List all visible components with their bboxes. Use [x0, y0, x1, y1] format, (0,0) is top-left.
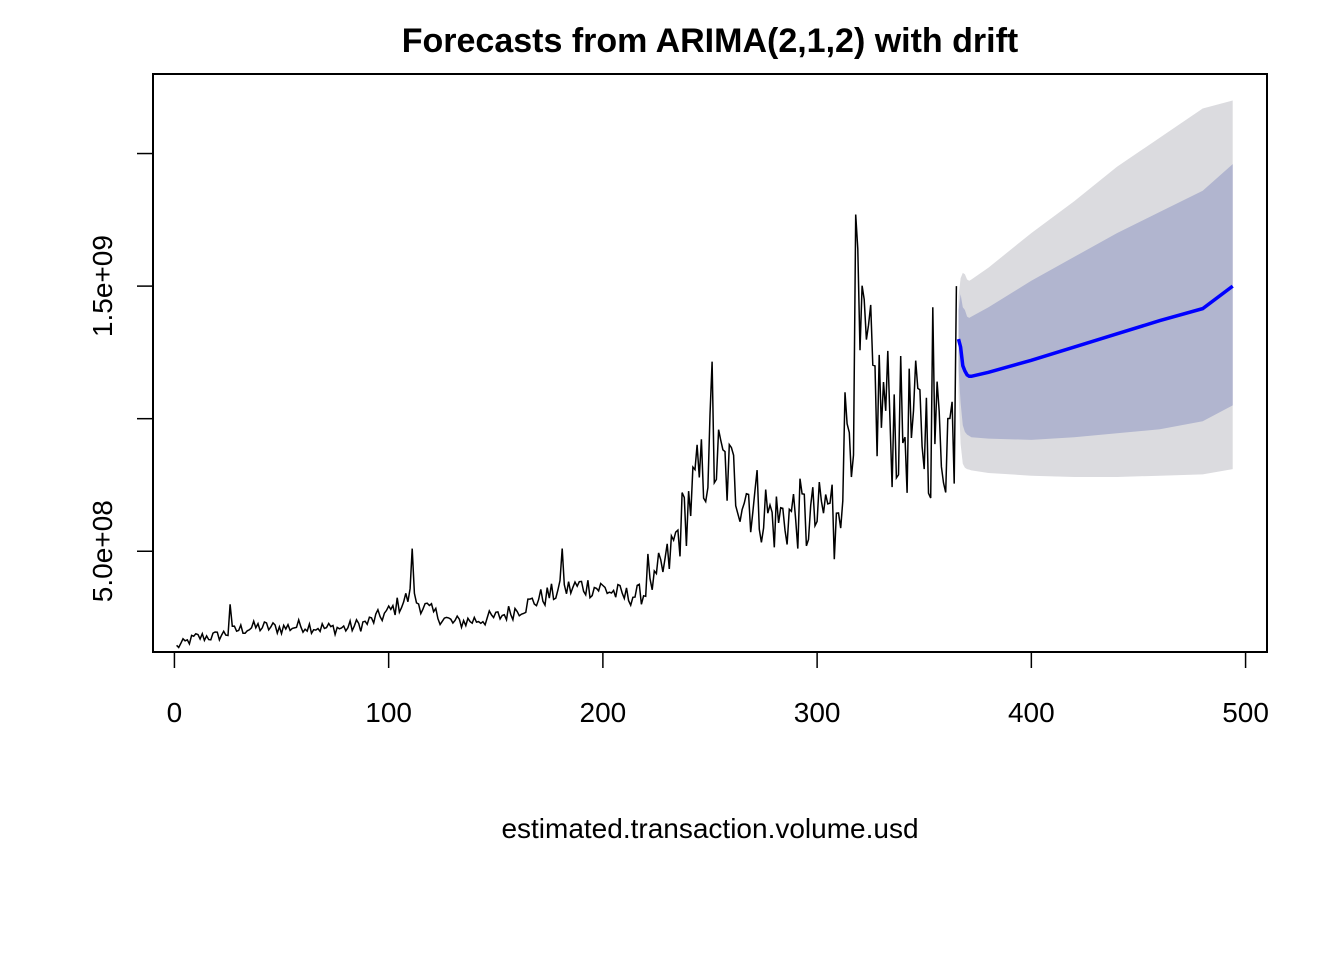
y-tick-label: 1.5e+09	[87, 235, 118, 337]
x-tick-label: 100	[365, 697, 412, 728]
y-tick-label: 5.0e+08	[87, 500, 118, 602]
x-tick-label: 500	[1222, 697, 1269, 728]
series-lines	[176, 214, 1234, 649]
history-line	[176, 214, 958, 649]
x-tick-label: 400	[1008, 697, 1055, 728]
x-axis: 0 100 200 300 400 500	[167, 651, 1269, 728]
x-tick-label: 300	[794, 697, 841, 728]
forecast-mean-line	[956, 284, 1234, 379]
x-tick-label: 200	[580, 697, 627, 728]
band-80	[958, 164, 1233, 440]
chart-title: Forecasts from ARIMA(2,1,2) with drift	[402, 22, 1018, 60]
y-axis: 5.0e+08 1.5e+09	[87, 152, 154, 602]
x-tick-label: 0	[167, 697, 183, 728]
prediction-intervals	[958, 100, 1233, 477]
x-axis-label: estimated.transaction.volume.usd	[501, 813, 918, 844]
